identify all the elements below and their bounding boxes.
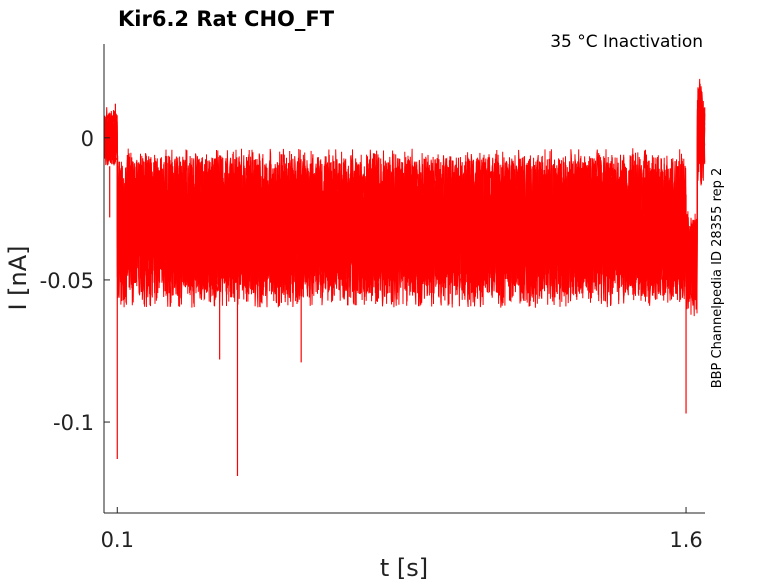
chart-title: Kir6.2 Rat CHO_FT — [118, 7, 335, 31]
x-ticks: 0.1 1.6 — [101, 507, 703, 552]
current-traces — [103, 78, 706, 477]
y-tick-label: -0.05 — [40, 269, 94, 293]
y-tick-label: -0.1 — [53, 411, 94, 435]
x-tick-label: 1.6 — [669, 528, 702, 552]
y-tick-label: 0 — [81, 127, 94, 151]
side-label: BBP Channelpedia ID 28355 rep 2 — [710, 168, 725, 389]
current-sweep-line — [103, 78, 706, 287]
y-ticks: 0 -0.05 -0.1 — [40, 127, 110, 435]
y-axis-label: I [nA] — [4, 245, 32, 310]
x-tick-label: 0.1 — [101, 528, 134, 552]
x-axis-label: t [s] — [380, 554, 428, 582]
chart-subtitle: 35 °C Inactivation — [550, 32, 703, 52]
